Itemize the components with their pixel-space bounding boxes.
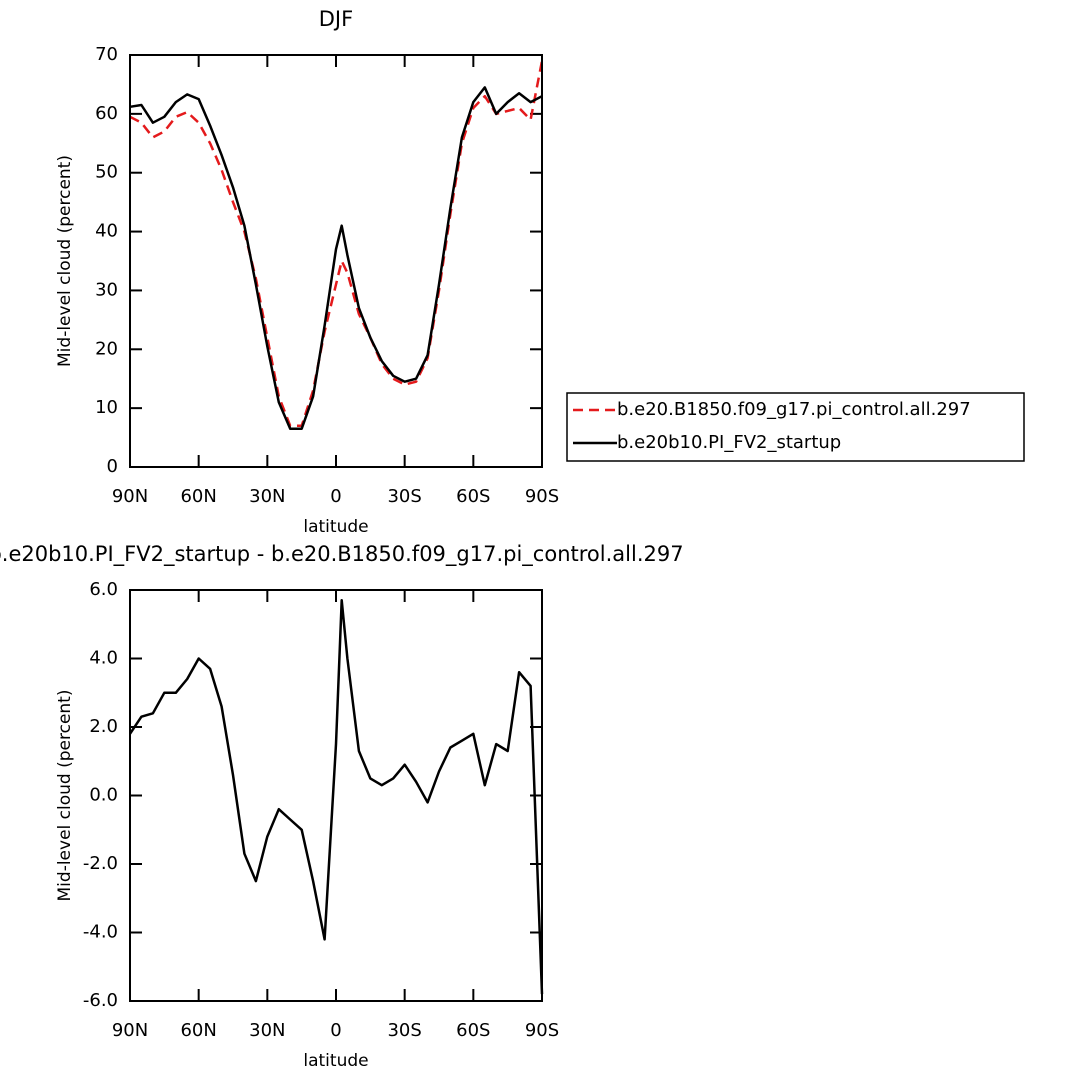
x-tick-label: 30S [387,486,421,507]
x-tick-label: 0 [330,486,341,507]
y-tick-label: 30 [95,279,118,300]
y-tick-label: 4.0 [89,648,118,669]
x-axis-label: latitude [303,517,368,537]
chart-title: b.e20b10.PI_FV2_startup - b.e20.B1850.f0… [0,542,684,567]
x-axis-label: latitude [303,1051,368,1071]
y-tick-label: 70 [95,44,118,65]
y-tick-label: 2.0 [89,716,118,737]
x-tick-label: 30S [387,1020,421,1041]
legend-label: b.e20b10.PI_FV2_startup [617,432,841,453]
y-tick-label: 10 [95,397,118,418]
y-axis-label: Mid-level cloud (percent) [55,690,75,902]
legend-label: b.e20.B1850.f09_g17.pi_control.all.297 [617,399,971,420]
y-tick-label: 40 [95,221,118,242]
y-tick-label: 60 [95,103,118,124]
x-tick-label: 30N [249,486,285,507]
x-tick-label: 90N [112,1020,148,1041]
y-tick-label: 0.0 [89,785,118,806]
x-tick-label: 90S [525,1020,559,1041]
x-tick-label: 60N [180,486,216,507]
plot-frame [129,54,543,468]
data-line [128,599,544,995]
chart-title: DJF [319,7,353,31]
y-tick-label: -6.0 [83,990,118,1011]
x-tick-label: 60S [456,1020,490,1041]
y-tick-label: -4.0 [83,922,118,943]
x-tick-label: 60N [180,1020,216,1041]
y-tick-label: 6.0 [89,579,118,600]
data-line [129,60,544,428]
x-tick-label: 0 [330,1020,341,1041]
data-line [129,86,543,430]
y-tick-label: 0 [107,456,118,477]
x-tick-label: 90S [525,486,559,507]
plot-frame [129,589,543,1002]
x-tick-label: 90N [112,486,148,507]
x-tick-label: 60S [456,486,490,507]
x-tick-label: 30N [249,1020,285,1041]
y-tick-label: -2.0 [83,853,118,874]
y-tick-label: 50 [95,162,118,183]
y-tick-label: 20 [95,338,118,359]
legend-box [566,392,1025,462]
y-axis-label: Mid-level cloud (percent) [55,155,75,367]
